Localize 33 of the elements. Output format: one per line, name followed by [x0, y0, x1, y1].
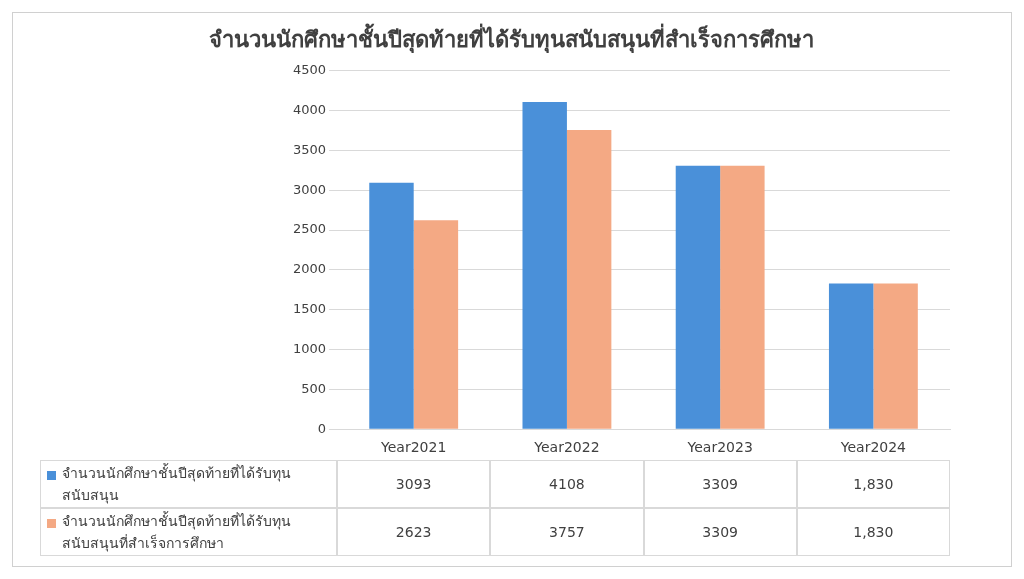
- x-tick-label: Year2021: [380, 439, 447, 456]
- bar: [566, 129, 612, 429]
- y-tick-label: 2500: [292, 221, 327, 237]
- data-label: 1,830: [796, 508, 950, 556]
- y-tick-label: 500: [301, 380, 327, 396]
- y-tick-label: 4500: [292, 62, 327, 78]
- y-tick-label: 3000: [292, 181, 327, 197]
- data-label: 1,830: [796, 460, 950, 508]
- x-tick-label: Year2023: [686, 439, 753, 456]
- y-tick-label: 4000: [292, 102, 327, 117]
- bar: [828, 283, 874, 429]
- bar: [873, 283, 918, 429]
- bar: [522, 102, 567, 429]
- data-label: 3093: [337, 460, 491, 508]
- legend-label: จำนวนนักศึกษาชั้นปีสุดท้ายที่ได้รับทุนสนับสนุนที่สำเร็จการศึกษา: [62, 510, 292, 554]
- bar: [413, 220, 459, 429]
- x-tick-label: Year2022: [533, 439, 600, 456]
- y-tick-label: 2000: [292, 261, 327, 277]
- y-tick-label: 3500: [292, 141, 327, 157]
- bar: [720, 165, 765, 429]
- bar: [369, 182, 414, 429]
- y-tick-label: 0: [317, 420, 327, 436]
- data-label: 3309: [643, 508, 797, 556]
- legend-label: จำนวนนักศึกษาชั้นปีสุดท้ายที่ได้รับทุนสนับสนุน: [62, 462, 292, 506]
- data-label: 2623: [337, 508, 491, 556]
- chart-title: จำนวนนักศึกษาชั้นปีสุดท้ายที่ได้รับทุนสนับสนุนที่สำเร็จการศึกษา: [207, 22, 815, 55]
- y-tick-label: 1500: [292, 301, 327, 317]
- x-tick-label: Year2024: [839, 439, 907, 456]
- data-label: 4108: [490, 460, 644, 508]
- y-tick-label: 1000: [292, 340, 327, 356]
- bar: [675, 165, 721, 429]
- data-label: 3757: [490, 508, 644, 556]
- data-label: 3309: [643, 460, 797, 508]
